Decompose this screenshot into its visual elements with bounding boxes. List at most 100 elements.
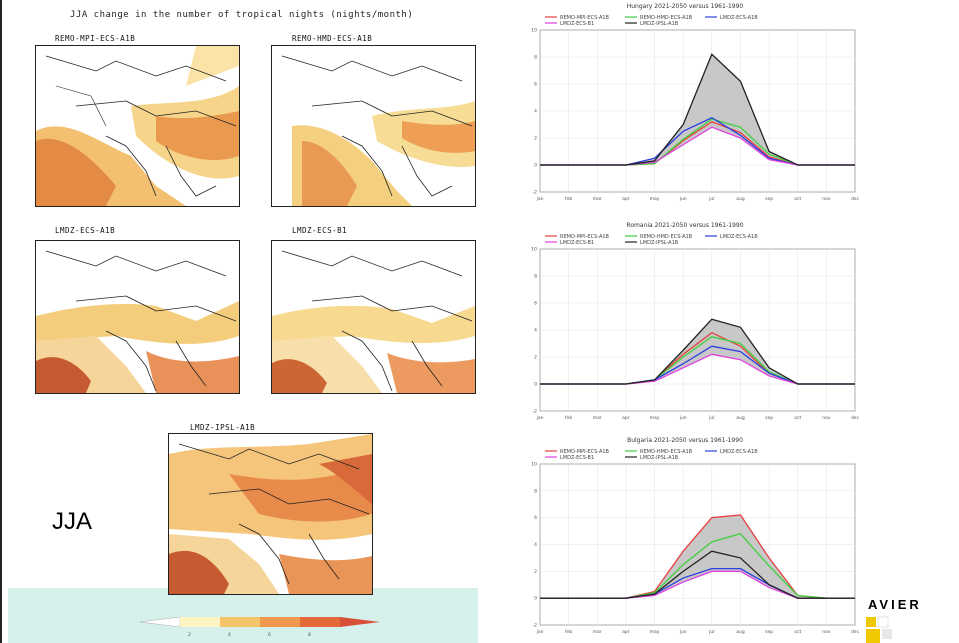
- colorbar-tick-3: 6: [268, 632, 271, 638]
- y-tick-label: 10: [531, 462, 537, 468]
- legend-label: LMDZ-ECS-A1B: [720, 234, 758, 240]
- line-chart-romania: jan feb mar apr may jun jul aug sep oct nov dec -2 0 2…: [531, 234, 860, 421]
- model-envelope: [540, 514, 855, 599]
- y-tick-label: 8: [534, 274, 537, 280]
- legend-label: LMDZ-IPSL-A1B: [640, 21, 679, 27]
- map-panel-5: [168, 433, 373, 595]
- map-panel-1: [35, 45, 240, 207]
- model-envelope: [540, 54, 855, 165]
- legend-label: REMO-HMD-ECS-A1B: [640, 234, 693, 240]
- background-panel: [8, 588, 478, 643]
- series-line-5: [540, 318, 855, 385]
- x-tick-label: oct: [794, 196, 801, 202]
- x-tick-label: may: [650, 416, 660, 421]
- x-tick-label: mar: [593, 629, 602, 635]
- x-tick-label: nov: [822, 416, 831, 421]
- map-panel-4: [271, 240, 476, 394]
- y-tick-label: -2: [533, 623, 538, 629]
- line-chart-bulgaria: jan feb mar apr may jun jul aug sep oct nov dec -2 0 2…: [531, 449, 860, 635]
- x-tick-label: oct: [794, 415, 801, 421]
- y-tick-label: 4: [534, 109, 537, 115]
- map-label-2: REMO-HMD-ECS-A1B: [292, 34, 373, 43]
- map-label-3: LMDZ-ECS-A1B: [55, 226, 116, 235]
- y-tick-label: 6: [534, 82, 537, 88]
- y-tick-label: 2: [534, 136, 537, 142]
- x-tick-label: dec: [851, 196, 860, 202]
- model-envelope: [540, 319, 855, 384]
- line-chart-hungary: jan feb mar apr may jun jul aug sep oct nov dec -2 0 2…: [531, 15, 860, 202]
- y-tick-label: 4: [534, 328, 537, 334]
- x-tick-label: aug: [736, 416, 745, 421]
- map-panel-2: [271, 45, 476, 207]
- x-tick-label: apr: [622, 196, 630, 202]
- map-label-4: LMDZ-ECS-B1: [292, 226, 348, 235]
- y-tick-label: 10: [531, 247, 537, 253]
- legend-label: LMDZ-ECS-B1: [560, 240, 594, 246]
- x-tick-label: jan: [536, 196, 544, 202]
- x-tick-label: feb: [565, 629, 572, 635]
- map-label-1: REMO-MPI-ECS-A1B: [55, 34, 136, 43]
- chart-title-3: Bulgaria 2021-2050 versus 1961-1990: [627, 437, 743, 444]
- x-tick-label: sep: [765, 416, 773, 421]
- legend-label: LMDZ-ECS-A1B: [720, 449, 758, 455]
- avier-logo: [866, 616, 892, 643]
- colorbar-tick-1: 2: [188, 632, 191, 638]
- y-tick-label: 8: [534, 55, 537, 61]
- colorbar-tick-2: 4: [228, 632, 231, 638]
- legend-label: REMO-MPI-ECS-A1B: [560, 234, 610, 240]
- x-tick-label: aug: [736, 630, 745, 635]
- map-label-5: LMDZ-IPSL-A1B: [190, 423, 256, 432]
- y-tick-label: 6: [534, 301, 537, 307]
- x-tick-label: jun: [679, 196, 687, 202]
- left-border: [0, 0, 2, 643]
- legend-label: LMDZ-ECS-B1: [560, 455, 594, 461]
- x-tick-label: jul: [708, 415, 714, 421]
- map-panel-3: [35, 240, 240, 394]
- colorbar-tick-4: 8: [308, 632, 311, 638]
- chart-title-2: Romania 2021-2050 versus 1961-1990: [626, 222, 744, 229]
- x-tick-label: jun: [679, 629, 687, 635]
- x-tick-label: apr: [622, 629, 630, 635]
- y-tick-label: 0: [534, 596, 537, 602]
- series-line-5: [540, 550, 855, 599]
- x-tick-label: feb: [565, 415, 572, 421]
- legend-label: LMDZ-IPSL-A1B: [640, 455, 679, 461]
- x-tick-label: jan: [536, 629, 544, 635]
- x-tick-label: jan: [536, 415, 544, 421]
- x-tick-label: dec: [851, 629, 860, 635]
- legend-label: LMDZ-ECS-B1: [560, 21, 594, 27]
- x-tick-label: oct: [794, 629, 801, 635]
- x-tick-label: sep: [765, 197, 773, 202]
- y-tick-label: 8: [534, 488, 537, 494]
- x-tick-label: apr: [622, 415, 630, 421]
- x-tick-label: sep: [765, 630, 773, 635]
- y-tick-label: 2: [534, 355, 537, 361]
- legend-label: REMO-HMD-ECS-A1B: [640, 15, 693, 21]
- y-tick-label: 0: [534, 382, 537, 388]
- x-tick-label: jul: [708, 629, 714, 635]
- y-tick-label: 6: [534, 515, 537, 521]
- x-tick-label: nov: [822, 197, 831, 202]
- season-label: JJA: [52, 508, 93, 535]
- x-tick-label: may: [650, 630, 660, 635]
- x-tick-label: aug: [736, 197, 745, 202]
- y-tick-label: -2: [533, 190, 538, 196]
- x-tick-label: nov: [822, 630, 831, 635]
- legend-label: REMO-HMD-ECS-A1B: [640, 449, 693, 455]
- y-tick-label: 2: [534, 569, 537, 575]
- x-tick-label: jul: [708, 196, 714, 202]
- legend-label: LMDZ-ECS-A1B: [720, 15, 758, 21]
- colorbar: 2 4 6 8: [140, 616, 380, 638]
- x-tick-label: may: [650, 197, 660, 202]
- series-line-5: [540, 53, 855, 166]
- legend-label: REMO-MPI-ECS-A1B: [560, 449, 610, 455]
- y-tick-label: -2: [533, 409, 538, 415]
- x-tick-label: mar: [593, 196, 602, 202]
- figure-title: JJA change in the number of tropical nig…: [70, 10, 414, 20]
- y-tick-label: 0: [534, 163, 537, 169]
- legend-label: LMDZ-IPSL-A1B: [640, 240, 679, 246]
- x-tick-label: dec: [851, 415, 860, 421]
- x-tick-label: mar: [593, 415, 602, 421]
- y-tick-label: 4: [534, 542, 537, 548]
- chart-title-1: Hungary 2021-2050 versus 1961-1990: [626, 3, 744, 10]
